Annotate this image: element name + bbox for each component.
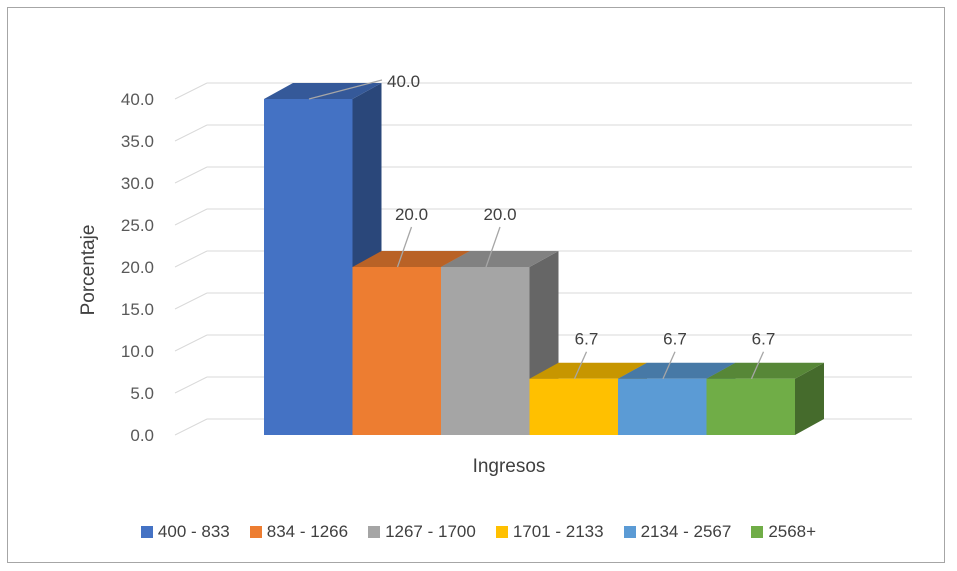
gridline-diagonal bbox=[174, 124, 208, 142]
bar-top bbox=[352, 251, 470, 267]
y-tick-label: 30.0 bbox=[121, 174, 154, 193]
legend-item: 834 - 1266 bbox=[249, 522, 349, 542]
legend: 400 - 833 834 - 1266 1267 - 1700 1701 - 213… bbox=[0, 521, 957, 543]
data-label: 6.7 bbox=[575, 330, 599, 349]
legend-swatch bbox=[140, 526, 153, 538]
legend-label: 1701 - 2133 bbox=[512, 522, 604, 541]
legend-label: 2568+ bbox=[768, 522, 817, 541]
bar-top bbox=[529, 362, 647, 379]
bar-front bbox=[618, 378, 707, 435]
legend-label: 834 - 1266 bbox=[266, 522, 349, 541]
legend-label: 1267 - 1700 bbox=[385, 522, 476, 541]
data-label-leader bbox=[573, 351, 588, 379]
y-tick-label: 10.0 bbox=[121, 342, 154, 361]
data-label: 6.7 bbox=[752, 330, 776, 349]
bar-front bbox=[706, 378, 795, 435]
legend-swatch bbox=[249, 526, 262, 538]
y-tick-label: 5.0 bbox=[130, 384, 154, 403]
legend-item: 1701 - 2133 bbox=[495, 522, 604, 542]
y-tick-label: 25.0 bbox=[121, 216, 154, 235]
x-axis-title: Ingresos bbox=[473, 456, 546, 477]
data-label-leader bbox=[662, 351, 676, 379]
y-tick-label: 15.0 bbox=[121, 300, 154, 319]
gridline-diagonal bbox=[174, 82, 208, 100]
y-tick-label: 20.0 bbox=[121, 258, 154, 277]
data-label-leader bbox=[750, 351, 765, 379]
legend-item: 2568+ bbox=[751, 522, 816, 542]
legend-swatch bbox=[368, 526, 381, 538]
bar-front bbox=[529, 378, 618, 435]
data-label-leader bbox=[396, 226, 413, 268]
data-label-leader bbox=[308, 79, 383, 100]
gridline-diagonal bbox=[174, 166, 208, 184]
y-axis-title: Porcentaje bbox=[78, 225, 99, 316]
bar-top bbox=[618, 362, 736, 379]
y-axis-ticks: 0.0 5.0 10.0 15.0 20.0 25.0 30.0 35.0 40.0 bbox=[121, 90, 154, 445]
bar-front bbox=[352, 267, 441, 435]
data-label: 20.0 bbox=[395, 205, 428, 224]
bar-top bbox=[706, 362, 824, 379]
legend-swatch bbox=[623, 526, 636, 538]
legend-item: 2134 - 2567 bbox=[623, 522, 732, 542]
legend-swatch bbox=[495, 526, 508, 538]
legend-label: 400 - 833 bbox=[157, 522, 230, 541]
legend-swatch bbox=[751, 526, 764, 538]
data-label: 20.0 bbox=[483, 205, 516, 224]
bar-top bbox=[441, 251, 559, 267]
gridline-diagonal bbox=[174, 208, 208, 226]
data-label-leader bbox=[485, 226, 501, 268]
data-label: 40.0 bbox=[387, 72, 420, 91]
gridline-diagonal bbox=[174, 292, 208, 310]
bar-top bbox=[264, 83, 382, 99]
data-label: 6.7 bbox=[663, 330, 687, 349]
legend-item: 1267 - 1700 bbox=[368, 522, 476, 542]
bar-front bbox=[441, 267, 530, 435]
gridline-diagonal bbox=[174, 418, 208, 436]
bars bbox=[264, 83, 824, 435]
y-tick-label: 35.0 bbox=[121, 132, 154, 151]
gridline-diagonal bbox=[174, 376, 208, 394]
gridline-diagonal bbox=[174, 250, 208, 268]
y-tick-label: 0.0 bbox=[130, 426, 154, 445]
y-tick-label: 40.0 bbox=[121, 90, 154, 109]
bar bbox=[264, 83, 382, 435]
gridline-diagonal bbox=[174, 334, 208, 352]
legend-label: 2134 - 2567 bbox=[640, 522, 732, 541]
bar-front bbox=[264, 99, 353, 435]
data-labels: 40.0 20.0 20.0 6.7 6.7 6.7 bbox=[308, 72, 776, 379]
legend-item: 400 - 833 bbox=[140, 522, 230, 542]
bar-side bbox=[795, 362, 824, 435]
bar bbox=[706, 362, 824, 435]
